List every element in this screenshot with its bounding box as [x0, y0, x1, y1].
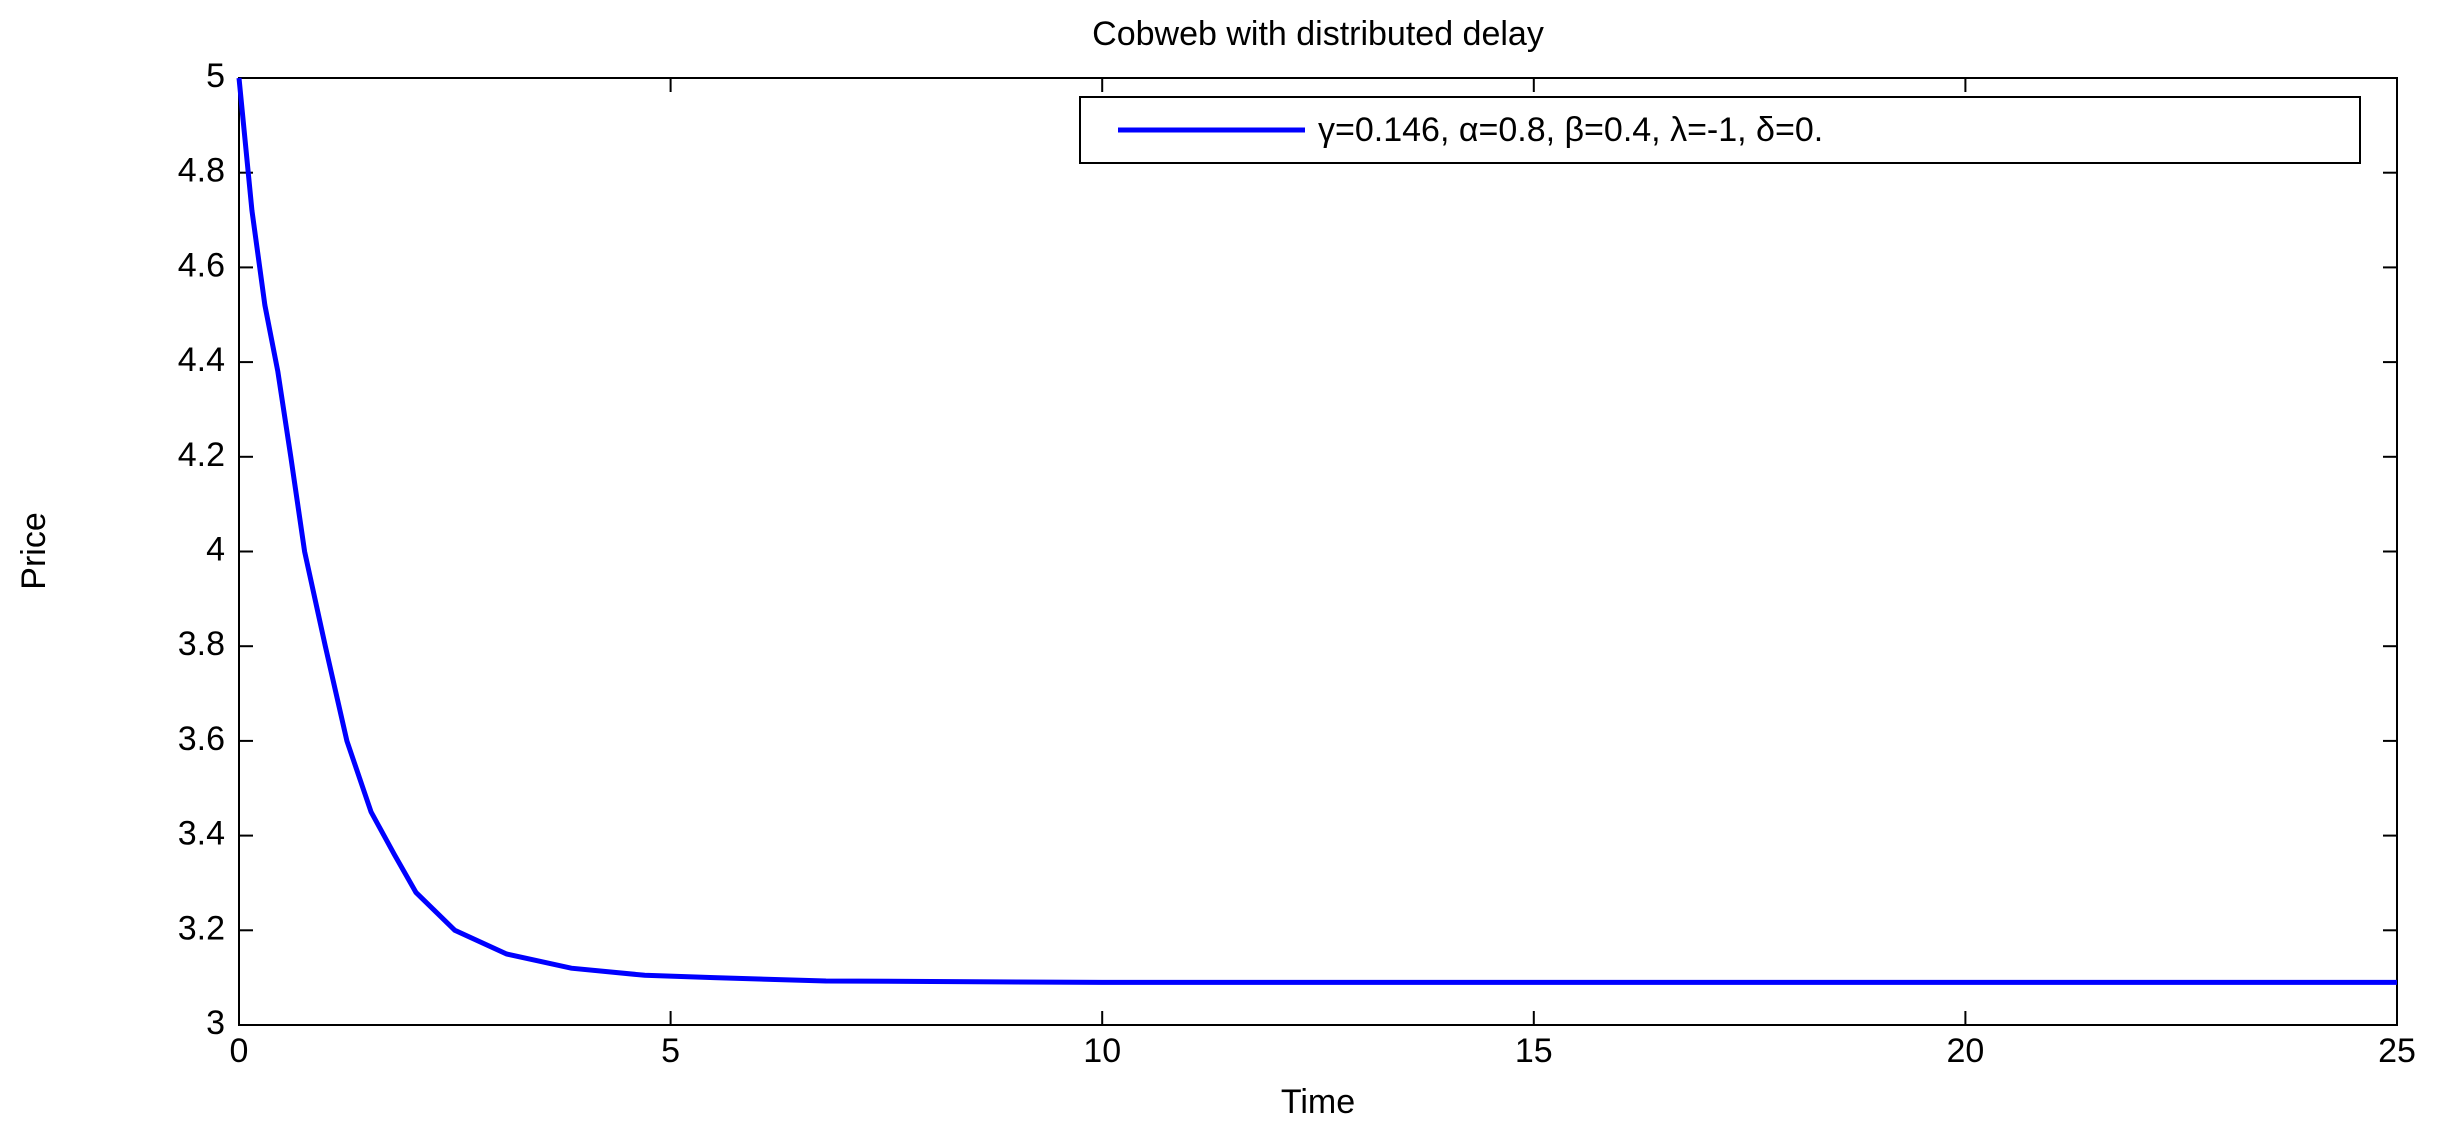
y-tick-label: 4.2 — [178, 436, 225, 474]
y-tick-label: 3 — [206, 1004, 225, 1042]
x-tick-label: 5 — [661, 1032, 680, 1070]
y-tick-label: 4 — [206, 530, 225, 568]
plot-frame — [238, 77, 2398, 1026]
x-tick-label: 25 — [2378, 1032, 2416, 1070]
y-tick-label: 3.2 — [178, 909, 225, 947]
y-tick-label: 3.4 — [178, 815, 225, 853]
x-tick-label: 0 — [230, 1032, 249, 1070]
y-tick-label: 3.6 — [178, 720, 225, 758]
x-axis-label: Time — [1281, 1083, 1355, 1121]
legend-label: γ=0.146, α=0.8, β=0.4, λ=-1, δ=0. — [1318, 111, 1823, 149]
y-tick-label: 4.8 — [178, 152, 225, 190]
y-axis-label: Price — [15, 512, 53, 589]
x-tick-label: 15 — [1515, 1032, 1553, 1070]
x-tick-label: 10 — [1083, 1032, 1121, 1070]
chart-title: Cobweb with distributed delay — [1092, 15, 1544, 53]
y-tick-label: 5 — [206, 57, 225, 95]
x-tick-label: 20 — [1946, 1032, 1984, 1070]
y-tick-label: 3.8 — [178, 625, 225, 663]
y-tick-label: 4.6 — [178, 246, 225, 284]
y-tick-label: 4.4 — [178, 341, 225, 379]
line-series — [236, 77, 2397, 985]
